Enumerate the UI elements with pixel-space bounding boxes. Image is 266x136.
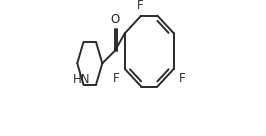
Text: O: O xyxy=(110,13,119,26)
Text: F: F xyxy=(179,72,186,85)
Text: F: F xyxy=(113,72,119,85)
Text: F: F xyxy=(136,0,143,12)
Text: HN: HN xyxy=(73,73,90,86)
